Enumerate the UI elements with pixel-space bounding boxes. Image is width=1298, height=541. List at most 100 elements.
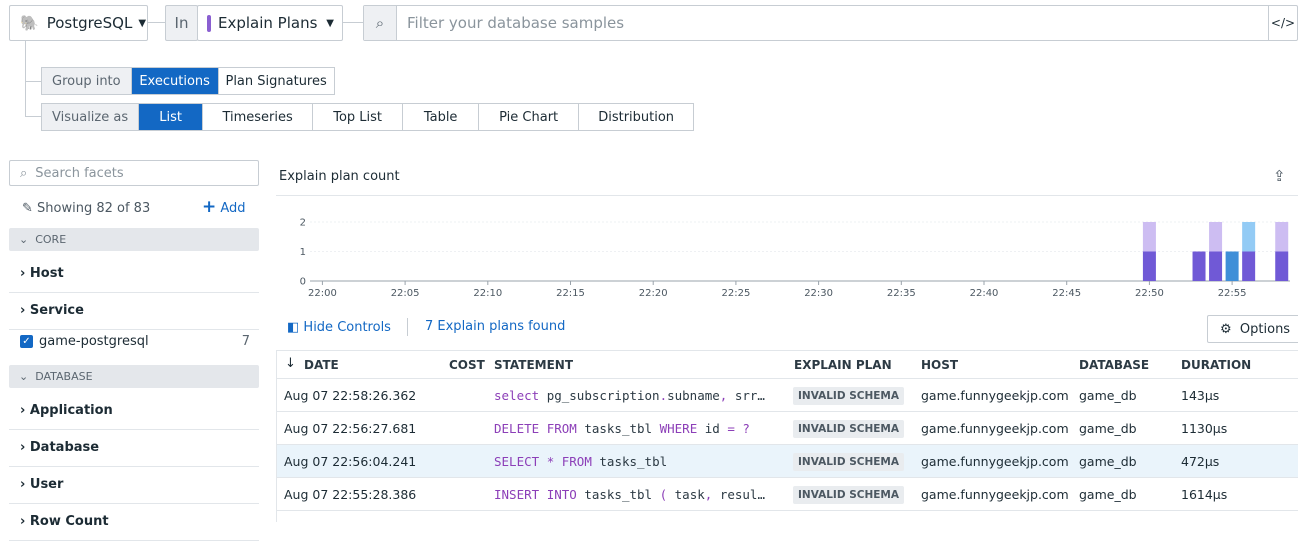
facet-search-placeholder: Search facets xyxy=(35,165,124,181)
cell: game_db xyxy=(1079,487,1137,502)
facet-divider xyxy=(9,466,259,467)
code-icon[interactable]: </> xyxy=(1268,6,1297,40)
options-text: Options xyxy=(1239,321,1291,337)
statement: DELETE FROM tasks_tbl WHERE id = ? xyxy=(494,421,750,436)
x-tick-label: 22:20 xyxy=(639,288,668,299)
statement: INSERT INTO tasks_tbl ( task, resul… xyxy=(494,487,765,502)
bar-segment xyxy=(1192,251,1206,281)
cell: game.funnygeekjp.com xyxy=(921,454,1069,469)
facet[interactable]: › Application xyxy=(20,403,113,418)
table-row[interactable]: Aug 07 22:58:26.362 select pg_subscriptio… xyxy=(277,379,1298,412)
column-header[interactable]: DATE xyxy=(304,358,339,372)
column-header[interactable]: HOST xyxy=(921,358,959,372)
bar-segment xyxy=(1275,251,1289,281)
x-tick-label: 22:35 xyxy=(887,288,916,299)
y-tick-label: 2 xyxy=(300,218,306,229)
table-row[interactable]: Aug 07 22:55:28.386 INSERT INTO tasks_tbl… xyxy=(277,478,1298,511)
sort-icon: ↓ xyxy=(285,356,296,371)
cell: Aug 07 22:55:28.386 xyxy=(284,487,417,502)
table-row[interactable]: Aug 07 22:56:27.681 DELETE FROM tasks_tbl… xyxy=(277,412,1298,445)
segment-option[interactable]: Plan Signatures xyxy=(217,67,335,95)
facet-divider xyxy=(9,429,259,430)
facet-search[interactable]: ⌕ Search facets xyxy=(9,160,259,186)
caret: ▼ xyxy=(326,17,334,29)
facet-value[interactable]: ✓ game-postgresql 7 xyxy=(20,334,250,349)
bar-segment xyxy=(1275,222,1289,252)
hide-controls[interactable]: ◧ Hide Controls xyxy=(287,320,391,335)
facet[interactable]: › Service xyxy=(20,303,84,318)
search-bar[interactable]: ⌕ Filter your database samples </> xyxy=(363,5,1298,41)
explain-plan: INVALID SCHEMA xyxy=(793,387,905,405)
dataset-swatch xyxy=(207,14,211,32)
export-icon[interactable]: ⇪ xyxy=(1273,167,1286,185)
divider xyxy=(276,195,1298,196)
search-icon: ⌕ xyxy=(364,6,397,40)
cell: 143µs xyxy=(1181,388,1220,403)
segmented: Visualize as List Timeseries Top List Table P… xyxy=(41,103,695,131)
bar-segment xyxy=(1225,251,1239,281)
bar-segment xyxy=(1209,222,1223,252)
table-row[interactable]: Aug 07 22:56:04.241 SELECT * FROM tasks_t… xyxy=(277,445,1298,478)
dataset-select[interactable]: Explain Plans ▼ xyxy=(197,5,343,41)
facet-name: Database xyxy=(29,440,100,455)
facet[interactable]: › User xyxy=(20,477,64,492)
options-button[interactable]: ⚙ Options xyxy=(1207,315,1298,343)
explain-plan: INVALID SCHEMA xyxy=(793,420,905,438)
cell: 1130µs xyxy=(1181,421,1228,436)
caret: ▼ xyxy=(138,17,147,29)
facet-divider xyxy=(9,329,259,330)
facet-name: Host xyxy=(29,266,64,281)
x-tick-label: 22:05 xyxy=(391,288,420,299)
segment-label: Visualize as xyxy=(41,103,140,131)
connector xyxy=(148,22,165,23)
column-header[interactable]: EXPLAIN PLAN xyxy=(794,358,892,372)
bar-segment xyxy=(1209,251,1223,281)
cell: game.funnygeekjp.com xyxy=(921,388,1069,403)
column-header[interactable]: STATEMENT xyxy=(494,358,574,372)
showing: ✎ Showing 82 of 83 xyxy=(22,201,151,216)
group-row: Group into Executions Plan Signatures xyxy=(41,67,335,95)
bar-segment xyxy=(1242,222,1256,252)
segment-option[interactable]: Distribution xyxy=(578,103,695,131)
x-tick-label: 22:55 xyxy=(1218,288,1247,299)
segment-option[interactable]: Executions xyxy=(130,67,219,95)
search-placeholder: Filter your database samples xyxy=(407,14,625,32)
search-icon: ⌕ xyxy=(20,165,28,181)
statement: select pg_subscription.subname, srr… xyxy=(494,388,765,403)
cell: 1614µs xyxy=(1181,487,1228,502)
chart-title: Explain plan count xyxy=(279,169,400,184)
column-header[interactable]: DURATION xyxy=(1181,358,1252,372)
checkbox: ✓ xyxy=(20,335,33,348)
facet-name: Application xyxy=(29,403,113,418)
connector xyxy=(343,22,363,23)
y-tick-label: 0 xyxy=(300,277,306,288)
facet[interactable]: › Database xyxy=(20,440,100,455)
chart: 0 1 2 22:00 22:05 22:10 22:15 22:20 22:25 22:30 22… xyxy=(300,218,1290,299)
cell: Aug 07 22:58:26.362 xyxy=(284,388,417,403)
source: PostgreSQL xyxy=(46,14,133,32)
explain-plan: INVALID SCHEMA xyxy=(793,453,905,471)
column-header[interactable]: DATABASE xyxy=(1079,358,1150,372)
visualize-row: Visualize as List Timeseries Top List Table P… xyxy=(41,103,695,131)
facet-value-count: 7 xyxy=(241,334,250,349)
x-tick-label: 22:25 xyxy=(721,288,750,299)
segment-option[interactable]: List xyxy=(138,103,204,131)
x-tick-label: 22:45 xyxy=(1052,288,1081,299)
section-database: ⌄ DATABASE xyxy=(9,365,259,388)
column-header[interactable]: COST xyxy=(449,358,485,372)
cell: game_db xyxy=(1079,388,1137,403)
cell: 472µs xyxy=(1181,454,1220,469)
x-tick-label: 22:15 xyxy=(556,288,585,299)
tree-line xyxy=(25,82,41,117)
x-tick-label: 22:30 xyxy=(804,288,833,299)
source-select[interactable]: 🐘 PostgreSQL ▼ xyxy=(9,5,148,41)
bar-segment xyxy=(1142,222,1156,252)
x-tick-label: 22:10 xyxy=(473,288,502,299)
bar-segment xyxy=(1142,251,1156,281)
x-tick-label: 22:00 xyxy=(308,288,337,299)
statement: SELECT * FROM tasks_tbl xyxy=(494,454,668,469)
facet[interactable]: › Host xyxy=(20,266,64,281)
sep xyxy=(407,318,408,336)
add-facet[interactable]: + Add xyxy=(202,197,246,217)
tree-line xyxy=(25,41,41,82)
